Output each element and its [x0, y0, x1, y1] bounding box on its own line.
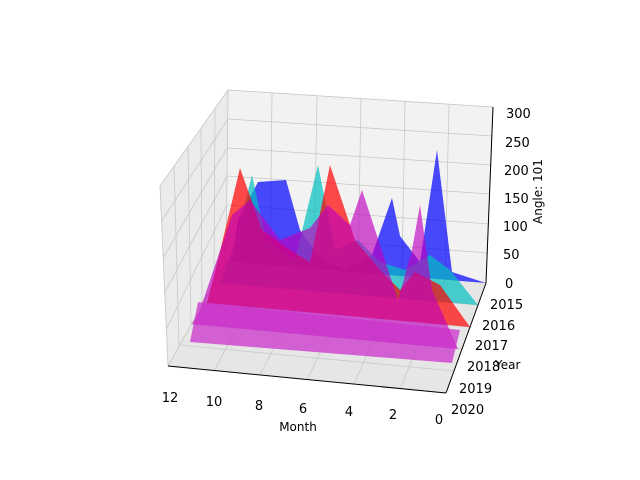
angle-axis-line	[485, 106, 494, 284]
year-axis: 2015 2016 2017 2018 2019 2020 Year	[451, 298, 523, 418]
svg-text:100: 100	[503, 220, 528, 235]
year-axis-label: Year	[494, 358, 520, 372]
svg-text:2015: 2015	[490, 298, 523, 313]
axis-lines	[167, 106, 494, 394]
svg-text:10: 10	[206, 395, 223, 410]
month-axis-line	[167, 365, 447, 394]
angle-axis: 0 50 100 150 200 250 300 Angle: 101	[503, 107, 545, 292]
svg-text:50: 50	[503, 248, 520, 263]
svg-text:2017: 2017	[475, 339, 508, 354]
svg-text:2: 2	[389, 408, 397, 423]
svg-text:2020: 2020	[451, 403, 484, 418]
svg-text:2016: 2016	[482, 319, 515, 334]
svg-text:6: 6	[299, 402, 307, 417]
angle-axis-label: Angle: 101	[531, 159, 545, 224]
svg-text:4: 4	[345, 405, 353, 420]
month-axis-label: Month	[279, 420, 317, 434]
svg-text:250: 250	[505, 136, 530, 151]
svg-text:200: 200	[504, 164, 529, 179]
svg-text:0: 0	[435, 413, 443, 428]
svg-text:8: 8	[255, 399, 263, 414]
series-2019-floor	[190, 302, 460, 363]
svg-text:2019: 2019	[459, 382, 492, 397]
year-axis-line	[445, 282, 487, 394]
svg-text:12: 12	[162, 391, 179, 406]
svg-text:150: 150	[504, 192, 529, 207]
svg-text:300: 300	[506, 107, 531, 122]
month-axis: 12 10 8 6 4 2 0 Month	[162, 391, 443, 434]
svg-text:2018: 2018	[467, 360, 500, 375]
svg-text:0: 0	[505, 277, 513, 292]
